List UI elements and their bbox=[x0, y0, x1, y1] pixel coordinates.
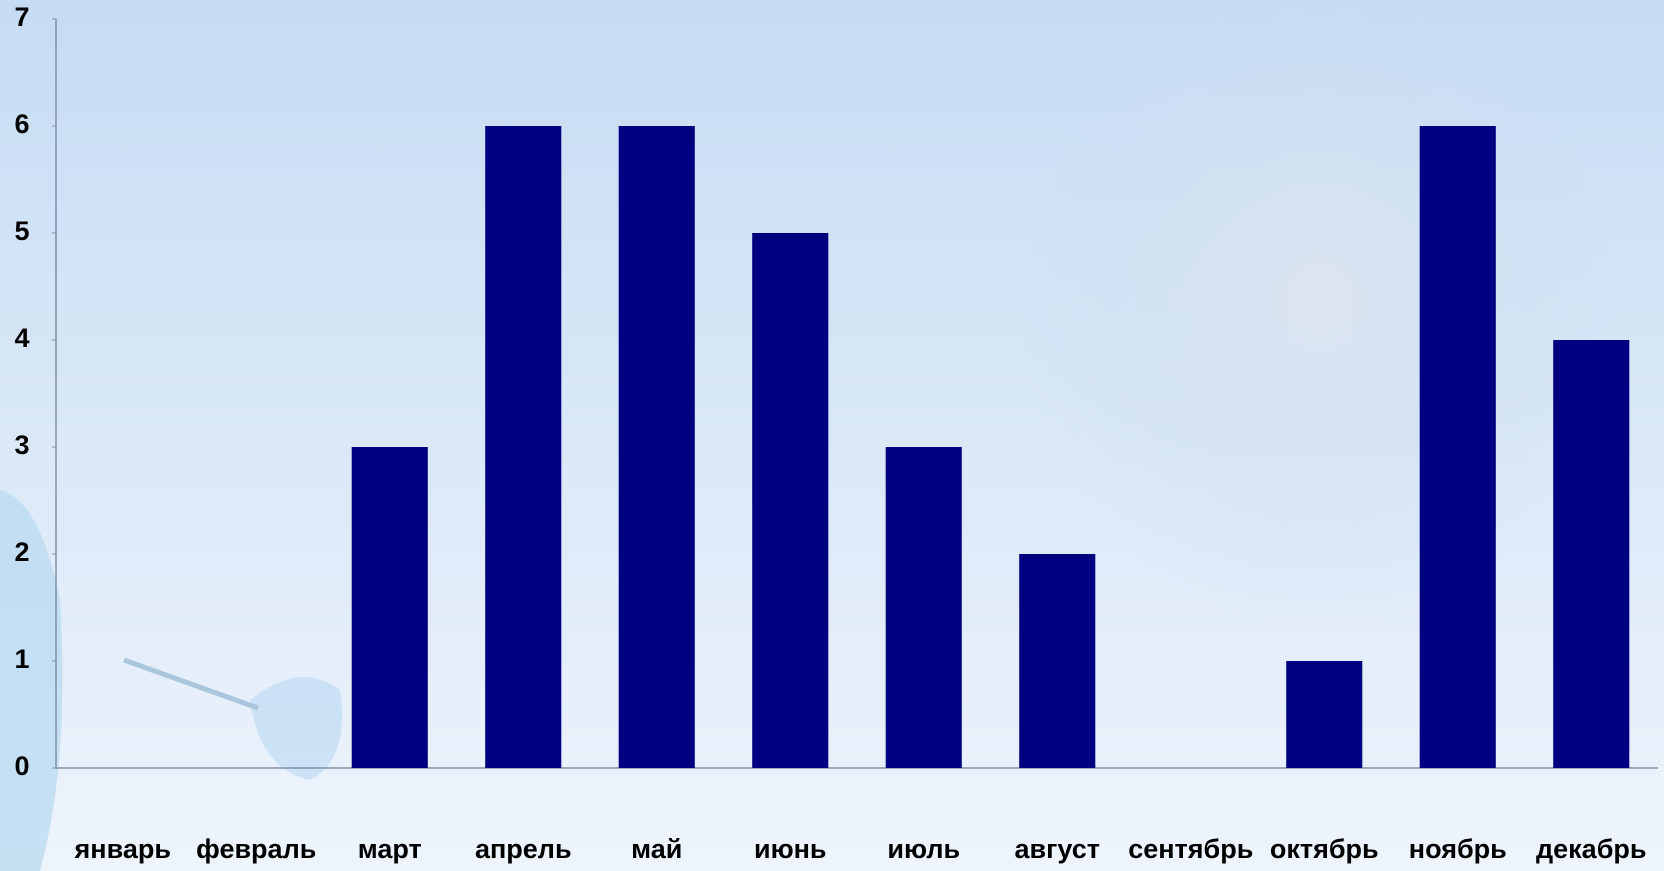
bar bbox=[1286, 661, 1363, 768]
x-tick-label: сентябрь bbox=[1128, 834, 1253, 864]
x-tick-label: апрель bbox=[475, 834, 572, 864]
y-tick-label: 2 bbox=[14, 537, 29, 567]
y-tick-label: 0 bbox=[14, 751, 29, 781]
y-tick-label: 6 bbox=[14, 109, 29, 139]
bar bbox=[351, 447, 428, 768]
background-syringe bbox=[123, 657, 259, 711]
x-tick-label: март bbox=[358, 834, 422, 864]
x-tick-label: ноябрь bbox=[1409, 834, 1507, 864]
y-tick-label: 1 bbox=[14, 644, 29, 674]
x-tick-label: январь bbox=[74, 834, 171, 864]
background-hand bbox=[0, 490, 63, 871]
bar bbox=[1019, 554, 1096, 768]
y-tick-label: 5 bbox=[14, 216, 29, 246]
bar bbox=[1419, 126, 1496, 768]
bar bbox=[485, 126, 562, 768]
bar bbox=[618, 126, 695, 768]
x-tick-label: октябрь bbox=[1270, 834, 1379, 864]
x-tick-label: декабрь bbox=[1536, 834, 1646, 864]
background-photo bbox=[1020, 0, 1620, 630]
bar bbox=[752, 233, 829, 768]
background-glove bbox=[250, 677, 342, 780]
x-tick-label: июль bbox=[887, 834, 960, 864]
x-tick-label: февраль bbox=[196, 834, 316, 864]
x-tick-label: июнь bbox=[754, 834, 827, 864]
y-tick-label: 4 bbox=[14, 323, 29, 353]
bar bbox=[1553, 340, 1630, 768]
x-tick-label: август bbox=[1015, 834, 1100, 864]
x-tick-label: май bbox=[631, 834, 682, 864]
y-tick-label: 7 bbox=[14, 2, 29, 32]
y-tick-label: 3 bbox=[14, 430, 29, 460]
bar bbox=[885, 447, 962, 768]
